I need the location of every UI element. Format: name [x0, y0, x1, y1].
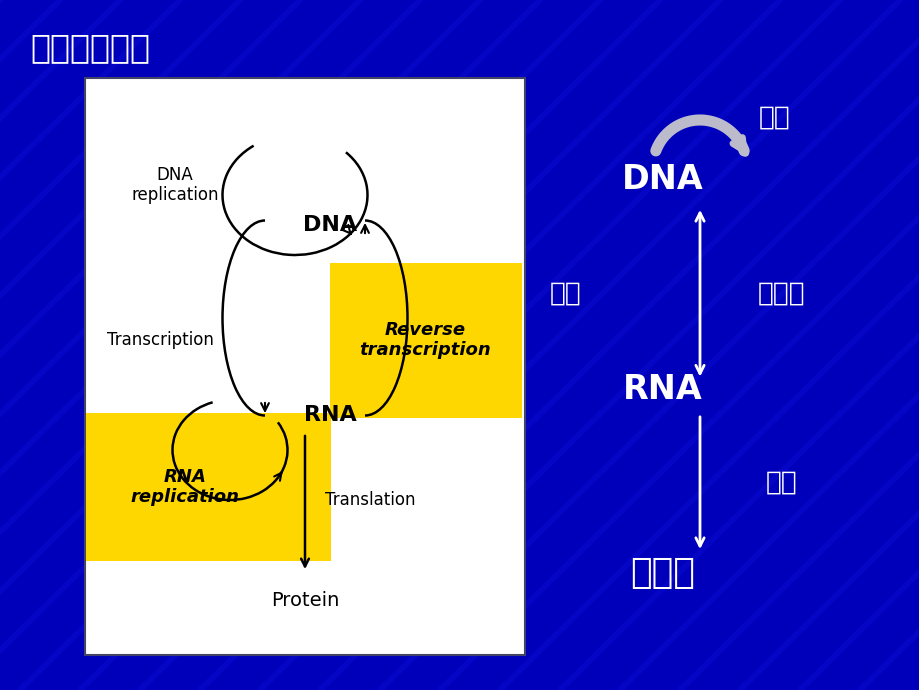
- Bar: [85, 413, 331, 561]
- Text: 复制: 复制: [758, 104, 790, 130]
- Text: 遗传中心法则: 遗传中心法则: [30, 32, 150, 64]
- Text: 蛋白质: 蛋白质: [630, 555, 694, 590]
- Text: Protein: Protein: [270, 591, 339, 609]
- Text: Reverse
transcription: Reverse transcription: [358, 321, 491, 359]
- Text: Transcription: Transcription: [107, 331, 213, 349]
- Text: 逆转录: 逆转录: [757, 280, 805, 306]
- Text: DNA: DNA: [621, 163, 702, 196]
- Text: RNA
replication: RNA replication: [130, 468, 239, 506]
- Bar: [85, 78, 525, 655]
- Text: DNA
replication: DNA replication: [131, 166, 219, 204]
- Bar: [330, 263, 521, 418]
- Text: 转录: 转录: [550, 280, 581, 306]
- Text: Translation: Translation: [324, 491, 414, 509]
- Text: RNA: RNA: [303, 405, 356, 425]
- Text: RNA: RNA: [622, 373, 701, 406]
- Text: DNA: DNA: [302, 215, 357, 235]
- Text: 翻译: 翻译: [766, 470, 797, 496]
